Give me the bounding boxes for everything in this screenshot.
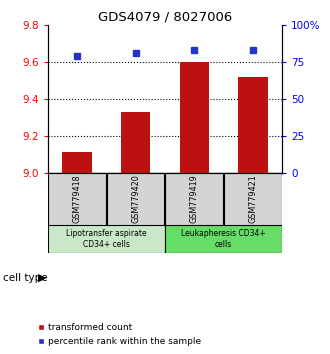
Bar: [48, 225, 165, 253]
Bar: [107, 173, 165, 225]
Bar: [48, 173, 106, 225]
Text: GSM779418: GSM779418: [73, 175, 82, 223]
Text: Lipotransfer aspirate
CD34+ cells: Lipotransfer aspirate CD34+ cells: [66, 229, 147, 249]
Bar: [165, 225, 282, 253]
Text: Leukapheresis CD34+
cells: Leukapheresis CD34+ cells: [181, 229, 266, 249]
Bar: [180, 62, 209, 173]
Bar: [238, 76, 268, 173]
Title: GDS4079 / 8027006: GDS4079 / 8027006: [98, 11, 232, 24]
Text: GSM779421: GSM779421: [248, 175, 257, 223]
Bar: [62, 152, 92, 173]
Text: GSM779420: GSM779420: [131, 175, 140, 223]
Bar: [224, 173, 282, 225]
Text: cell type: cell type: [3, 273, 48, 283]
Legend: transformed count, percentile rank within the sample: transformed count, percentile rank withi…: [38, 324, 202, 346]
Text: GSM779419: GSM779419: [190, 175, 199, 223]
Bar: [121, 112, 150, 173]
Bar: [165, 173, 223, 225]
Text: ▶: ▶: [38, 273, 47, 283]
